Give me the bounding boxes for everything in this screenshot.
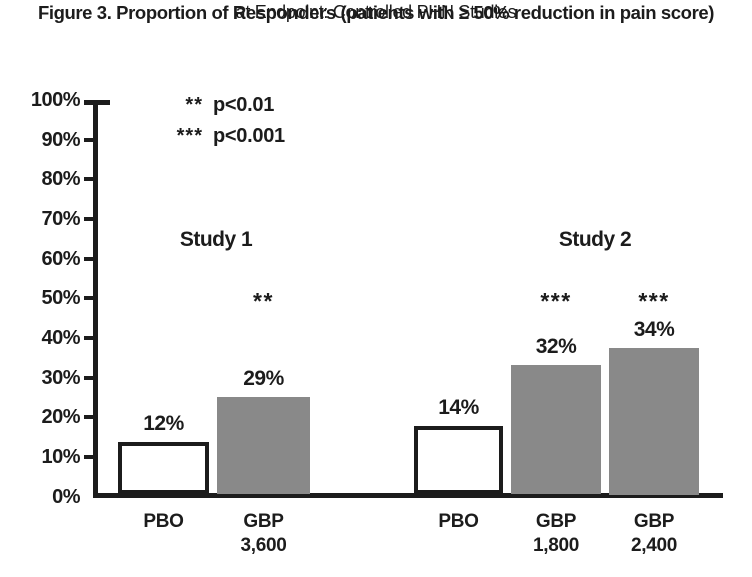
group-label-study-1: Study 1 (179, 228, 253, 251)
x-axis-label-line1: PBO (143, 511, 184, 532)
y-axis-tick-40 (83, 335, 94, 340)
value-label-study-1-gbp-3-600: 29% (243, 366, 284, 390)
triple-asterisk-symbol: *** (176, 125, 203, 147)
y-axis-tick-label-100: 100% (30, 89, 81, 111)
legend-row-p001: *** p<0.001 (166, 121, 286, 152)
y-axis-tick-70 (83, 216, 94, 221)
x-axis-label-study-1-gbp-3-600: GBP 3,600 (209, 510, 319, 558)
y-axis-tick-30 (83, 375, 94, 380)
y-axis-tick-label-70: 70% (41, 207, 80, 230)
y-axis-tick-10 (83, 454, 94, 459)
y-axis-tick-label-40: 40% (41, 326, 80, 349)
y-axis-tick-90 (83, 137, 94, 142)
y-axis-tick-label-80: 80% (41, 168, 80, 191)
x-axis-label-study-2-pbo: PBO (404, 510, 514, 534)
x-axis-label-line1: PBO (438, 511, 479, 532)
x-axis-label-line1: GBP (243, 511, 284, 532)
bar-study-2-gbp-1-800 (511, 364, 601, 495)
bar-study-2-pbo (414, 425, 503, 495)
x-axis-label-study-1-pbo: PBO (109, 510, 219, 534)
legend-p01-label: p<0.01 (213, 94, 275, 116)
bar-study-1-pbo (118, 441, 209, 495)
y-axis-tick-60 (83, 256, 94, 261)
y-axis-tick-100 (84, 100, 110, 105)
figure-title-line1: Figure 3. Proportion of Responders (pati… (37, 2, 715, 23)
y-axis-line (93, 100, 98, 497)
y-axis-tick-label-20: 20% (41, 406, 80, 429)
y-axis-tick-label-90: 90% (41, 128, 80, 151)
significance-marker-study-1-gbp-3-600: ** (253, 288, 274, 314)
y-axis-tick-50 (83, 296, 94, 301)
value-label-study-2-pbo: 14% (438, 395, 479, 419)
y-axis-tick-label-30: 30% (41, 366, 80, 389)
y-axis-tick-80 (83, 177, 94, 182)
significance-legend: ** p<0.01 *** p<0.001 (166, 90, 286, 152)
y-axis-tick-20 (83, 415, 94, 420)
x-axis-label-line2: 2,400 (630, 535, 678, 556)
value-label-study-1-pbo: 12% (143, 411, 184, 435)
x-axis-label-line1: GBP (633, 511, 675, 532)
value-label-study-2-gbp-2-400: 34% (633, 317, 675, 341)
x-axis-label-line1: GBP (535, 511, 577, 532)
double-asterisk-symbol: ** (185, 94, 203, 116)
group-label-study-2: Study 2 (558, 228, 632, 251)
x-axis-label-line2: 3,600 (240, 535, 287, 556)
y-axis-tick-label-10: 10% (41, 445, 80, 468)
bar-study-1-gbp-3-600 (217, 396, 310, 495)
legend-p001-label: p<0.001 (213, 125, 285, 147)
y-axis-tick-label-60: 60% (41, 247, 80, 270)
y-axis-tick-label-0: 0% (52, 485, 80, 508)
figure-title-line2: at Endpoint: Controlled PHN Studies (235, 2, 517, 22)
significance-marker-study-2-gbp-2-400: *** (638, 288, 670, 314)
significance-marker-study-2-gbp-1-800: *** (540, 288, 572, 314)
y-axis-tick-label-50: 50% (41, 287, 80, 310)
legend-row-p01: ** p<0.01 (166, 90, 285, 121)
x-axis-label-line2: 1,800 (532, 535, 580, 556)
bar-study-2-gbp-2-400 (609, 347, 699, 495)
x-axis-label-study-2-gbp-1-800: GBP 1,800 (501, 510, 611, 558)
x-axis-line (93, 492, 723, 498)
x-axis-label-study-2-gbp-2-400: GBP 2,400 (599, 510, 709, 558)
value-label-study-2-gbp-1-800: 32% (535, 334, 577, 358)
